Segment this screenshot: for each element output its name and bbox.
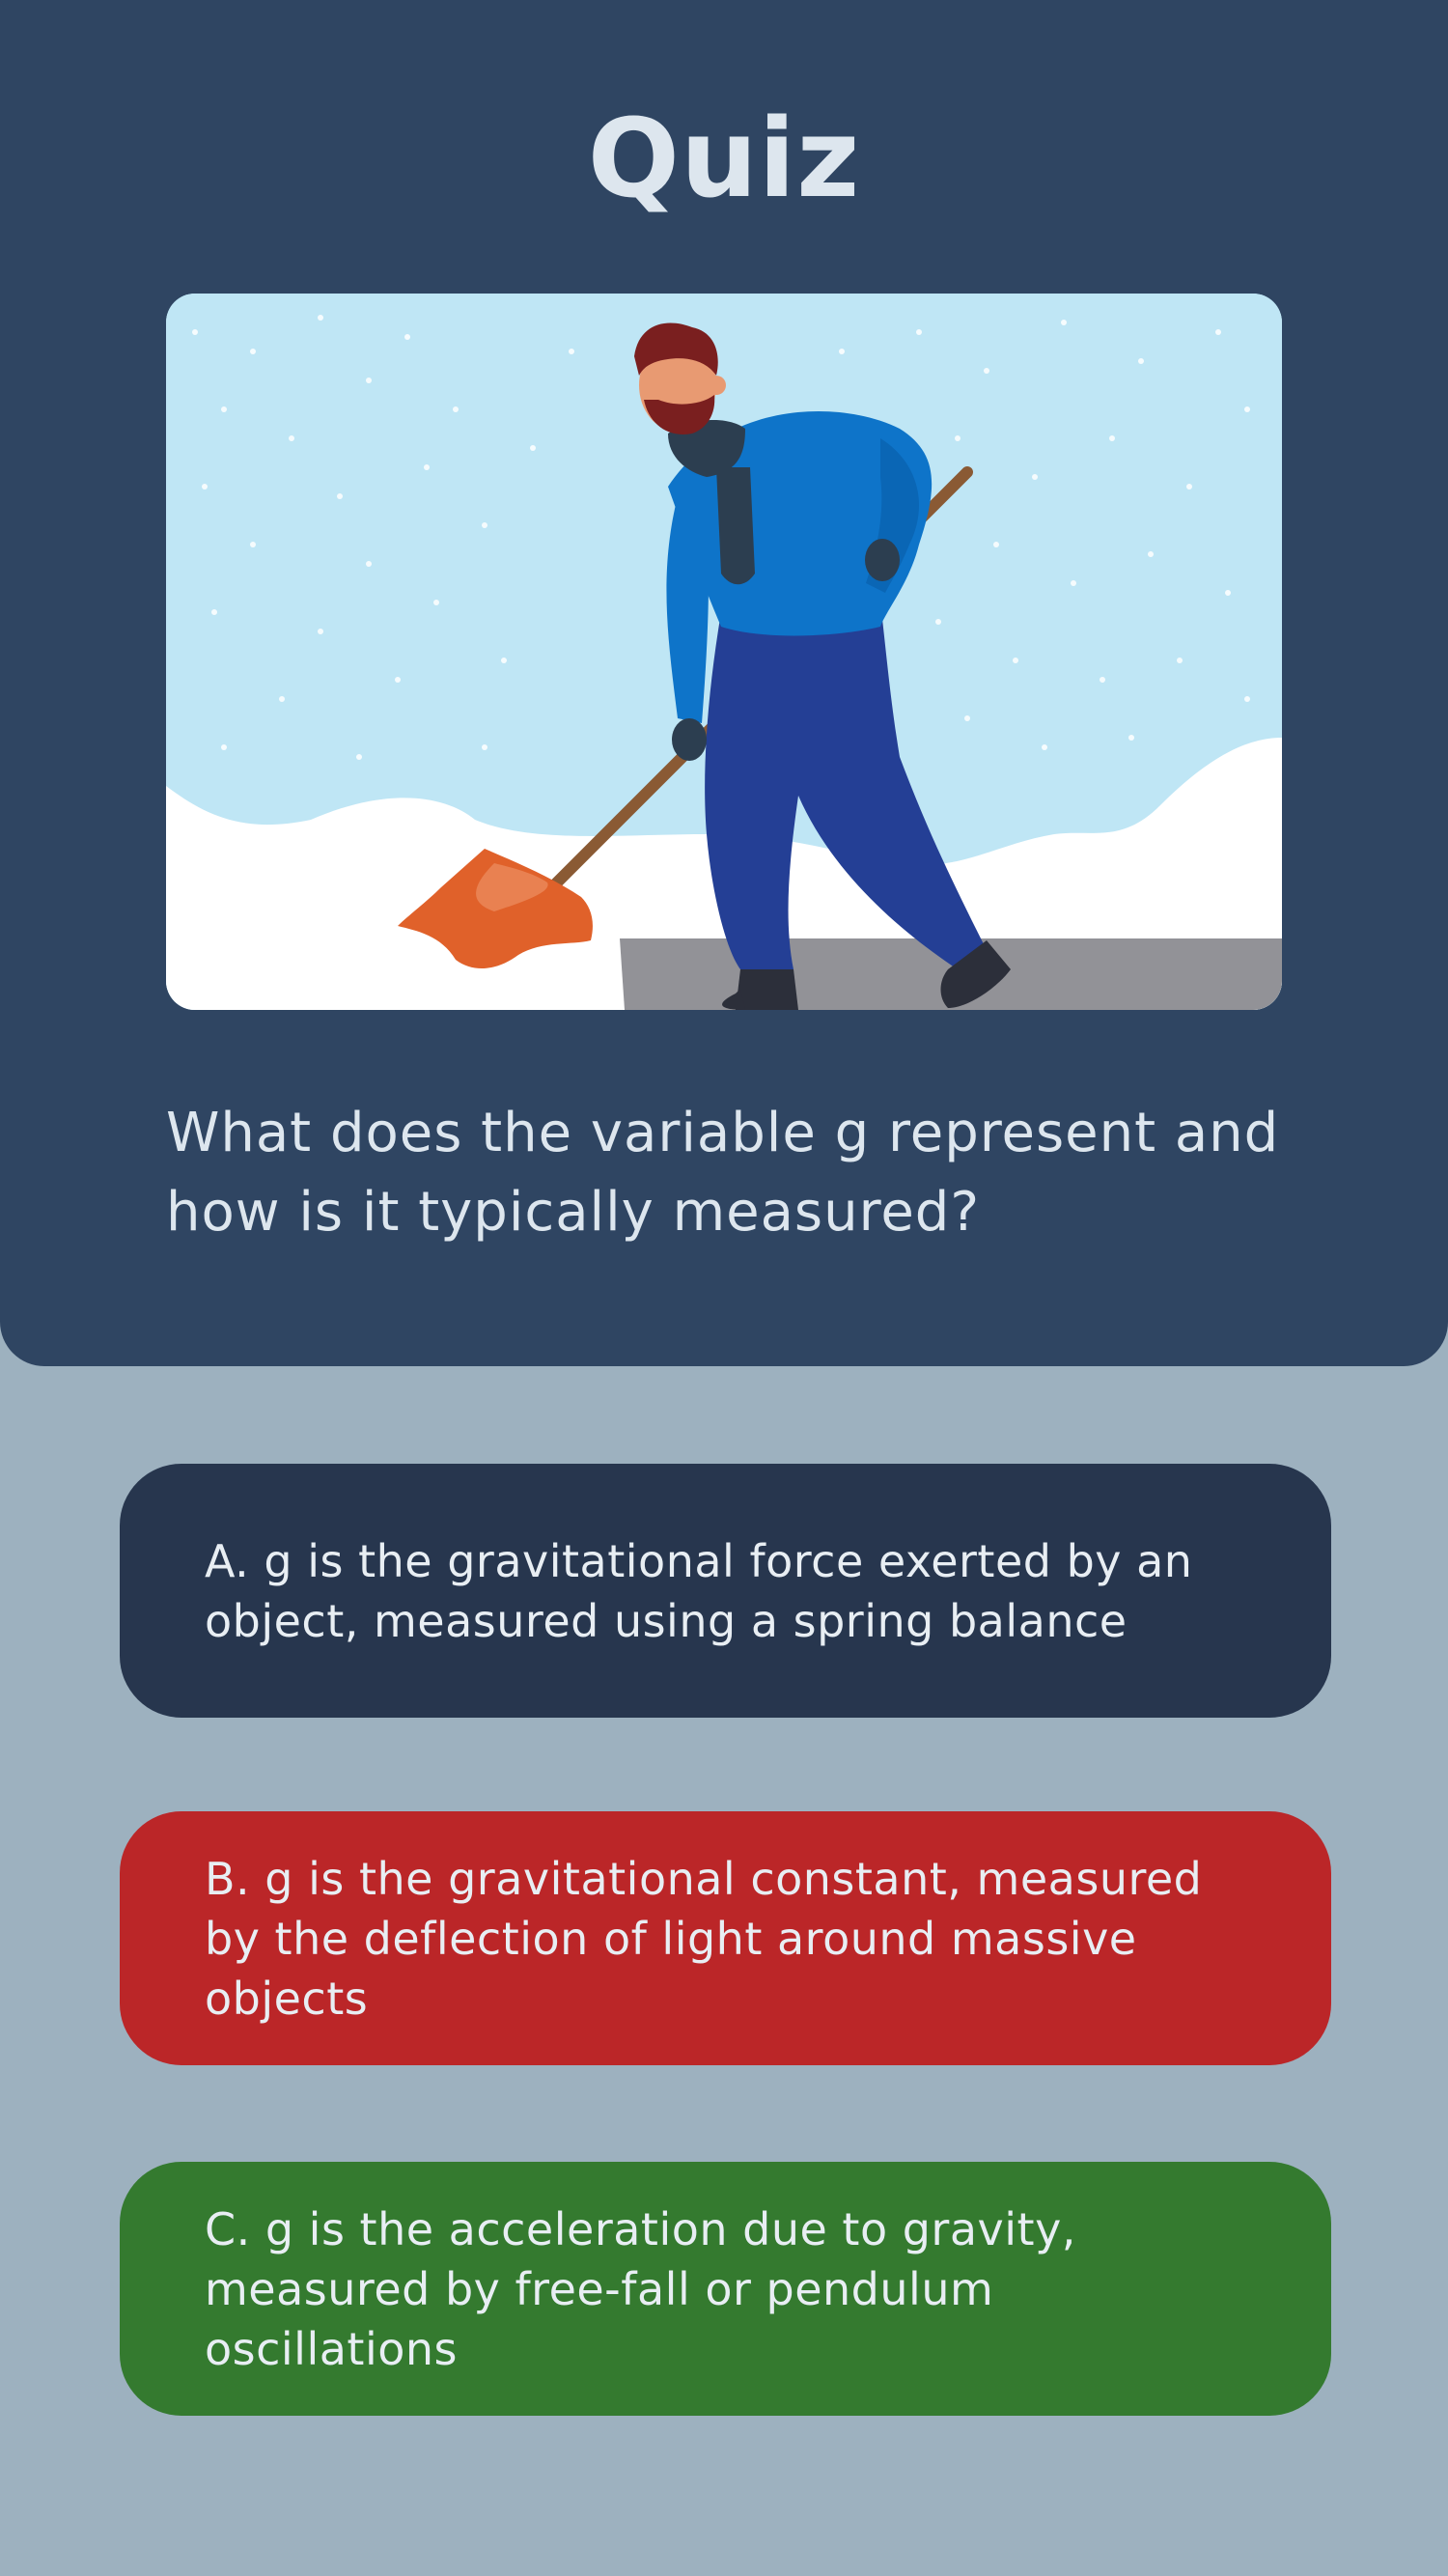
answer-option-b-label: B. g is the gravitational constant, meas… (205, 1852, 1203, 2025)
right-boot (940, 940, 1011, 1008)
answer-option-c[interactable]: C. g is the acceleration due to gravity,… (120, 2162, 1331, 2416)
header-panel: Quiz (0, 0, 1448, 1366)
left-boot (736, 969, 798, 1010)
snow-shoveling-illustration (166, 294, 1282, 1010)
answer-option-a[interactable]: A. g is the gravitational force exerted … (120, 1464, 1331, 1718)
answer-option-a-label: A. g is the gravitational force exerted … (205, 1534, 1193, 1647)
pants (705, 602, 987, 969)
back-glove (865, 539, 900, 581)
answer-option-c-label: C. g is the acceleration due to gravity,… (205, 2202, 1076, 2375)
man-shoveling-snow-illustration (166, 294, 1282, 1010)
hair (634, 322, 718, 376)
question-text: What does the variable g represent and h… (166, 1102, 1280, 1244)
front-arm (666, 496, 710, 723)
quiz-title: Quiz (587, 97, 861, 222)
beard (644, 395, 715, 434)
front-glove (672, 718, 707, 761)
answer-option-b[interactable]: B. g is the gravitational constant, meas… (120, 1811, 1331, 2065)
